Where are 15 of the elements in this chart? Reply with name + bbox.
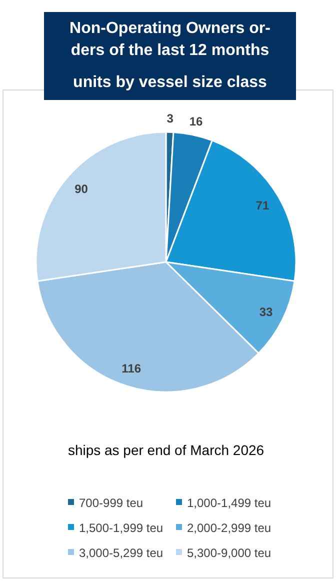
legend-label: 2,000-2,999 teu (187, 521, 272, 536)
data-label: 16 (189, 114, 204, 128)
chart-subtitle: units by vessel size class (73, 74, 268, 91)
data-label: 71 (256, 198, 270, 213)
data-label: 116 (122, 361, 142, 376)
chart-title: Non-Operating Owners or-ders of the last 12 months (70, 20, 270, 59)
legend-label: 700-999 teu (79, 496, 144, 510)
data-label: 33 (259, 305, 274, 320)
text: ships as per end of March 2026 (68, 442, 264, 458)
legend-label: 3,000-5,299 teu (79, 546, 164, 560)
legend-label: 5,300-9,000 teu (187, 546, 272, 560)
legend-label: 1,000-1,499 teu (187, 496, 272, 510)
data-label: 90 (74, 182, 88, 196)
legend-label: 1,500-1,999 teu (79, 521, 164, 536)
data-label: 3 (166, 111, 174, 126)
